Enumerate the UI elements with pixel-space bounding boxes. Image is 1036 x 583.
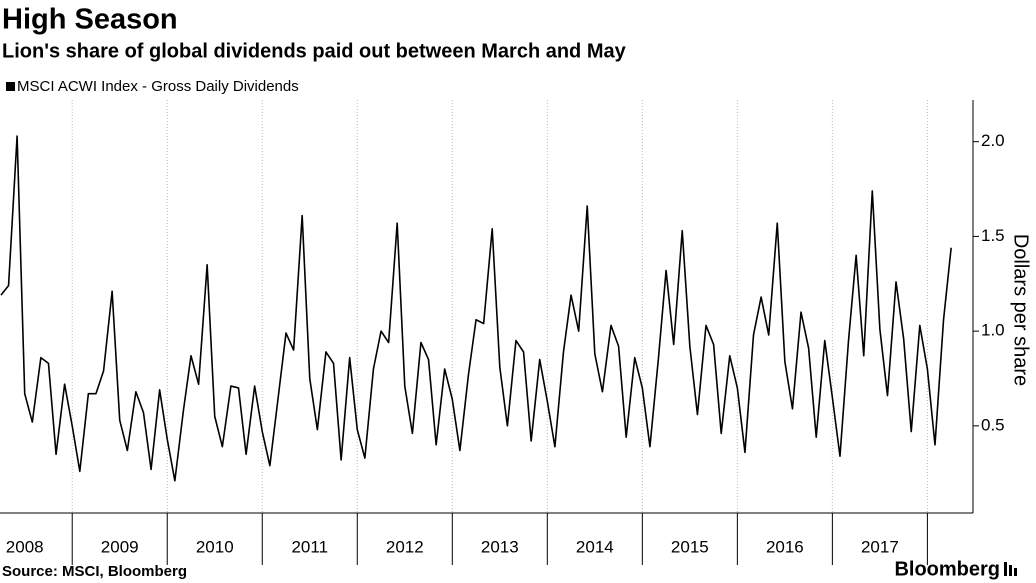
y-tick-label: 0.5 (981, 415, 1005, 434)
y-axis-title: Dollars per share (1010, 234, 1032, 386)
x-tick-label: 2015 (671, 537, 709, 556)
x-tick-label: 2011 (291, 537, 328, 556)
source: Source: MSCI, Bloomberg (2, 563, 187, 580)
x-tick-label: 2008 (6, 537, 44, 556)
chart-title: High Season (2, 4, 178, 36)
y-tick-label: 1.5 (981, 226, 1005, 245)
x-tick-label: 2009 (101, 537, 139, 556)
x-tick-label: 2013 (481, 537, 519, 556)
legend-label: MSCI ACWI Index - Gross Daily Dividends (17, 78, 299, 95)
x-tick-label: 2017 (861, 537, 899, 556)
brand: Bloomberg (894, 558, 1000, 580)
y-tick-label: 2.0 (981, 131, 1005, 150)
brand-icon (1004, 562, 1017, 576)
x-tick-label: 2010 (196, 537, 234, 556)
y-tick-label: 1.0 (981, 321, 1005, 340)
line (0, 135, 952, 482)
legend-swatch (6, 82, 15, 91)
chart-subtitle: Lion's share of global dividends paid ou… (2, 40, 627, 62)
x-tick-label: 2014 (576, 537, 614, 556)
x-tick-label: 2016 (766, 537, 804, 556)
x-tick-label: 2012 (386, 537, 424, 556)
